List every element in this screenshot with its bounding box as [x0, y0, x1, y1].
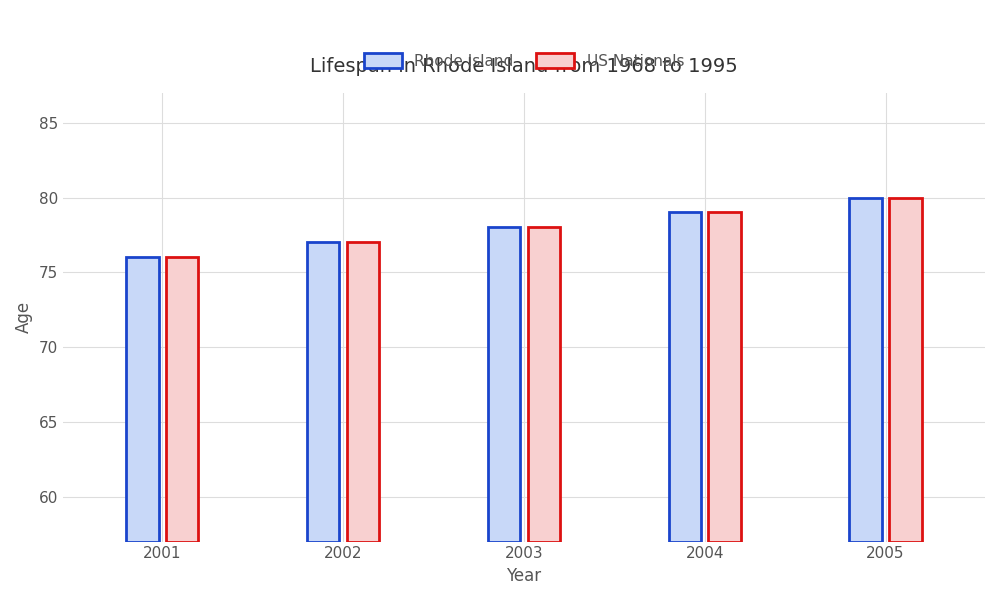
Bar	[166, 257, 198, 542]
Bar	[488, 227, 520, 542]
Legend: Rhode Island, US Nationals: Rhode Island, US Nationals	[358, 47, 690, 75]
Bar	[528, 227, 560, 542]
Bar	[307, 242, 339, 542]
X-axis label: Year: Year	[506, 567, 541, 585]
Bar	[849, 197, 882, 542]
Bar	[708, 212, 741, 542]
Bar	[347, 242, 379, 542]
Bar	[669, 212, 701, 542]
Title: Lifespan in Rhode Island from 1968 to 1995: Lifespan in Rhode Island from 1968 to 19…	[310, 57, 738, 76]
Y-axis label: Age: Age	[15, 301, 33, 333]
Bar	[889, 197, 922, 542]
Bar	[126, 257, 159, 542]
